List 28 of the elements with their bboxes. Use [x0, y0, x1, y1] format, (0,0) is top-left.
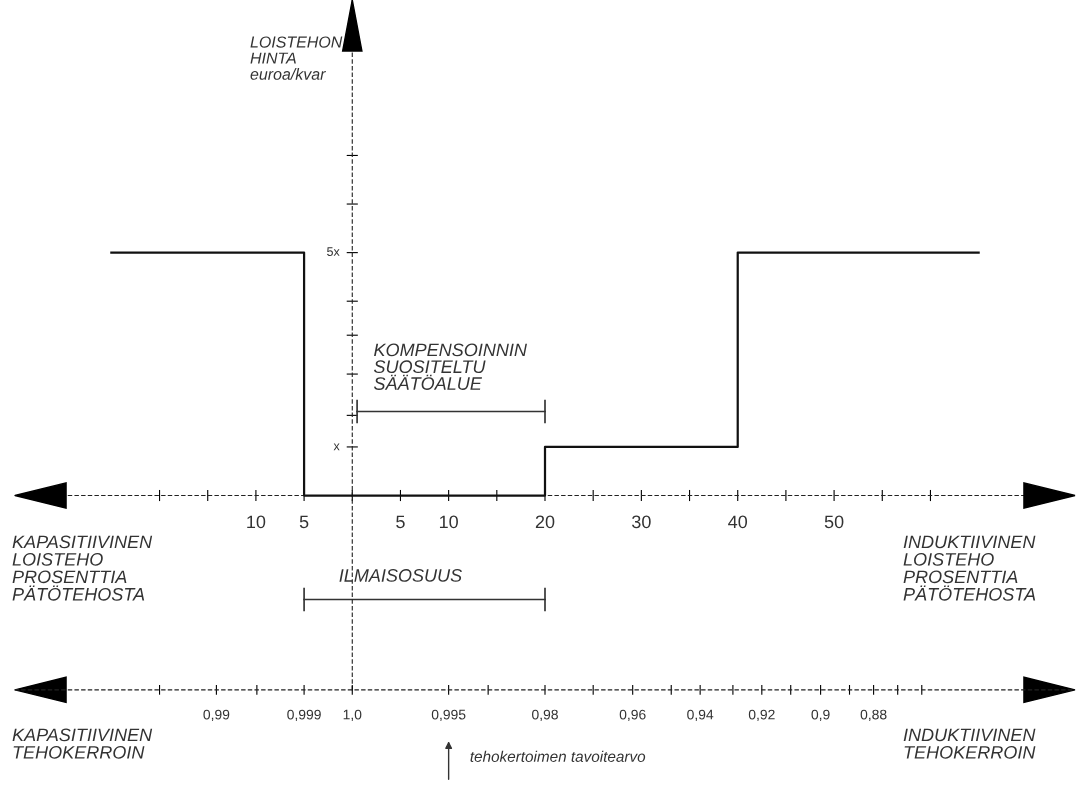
text: 0,995	[431, 709, 466, 722]
text: 0,94	[687, 709, 714, 722]
x-tick-label: 50	[824, 515, 844, 529]
text: KAPASITIIVINEN TEHOKERROIN	[12, 728, 153, 759]
text: 0,88	[860, 709, 887, 722]
x-tick-label: 10	[439, 515, 458, 529]
text: LOISTEHON HINTA euroa/kvar	[250, 36, 343, 80]
text: 1,0	[343, 709, 362, 722]
text: 0,98	[532, 709, 558, 722]
text: KAPASITIIVINEN LOISTEHO PROSENTTIA PÄTÖTEHOSTA	[12, 535, 153, 601]
text: 0,99	[203, 709, 230, 722]
annotation: KOMPENSOINNIN SUOSITELTU SÄÄTÖALUE	[373, 343, 527, 390]
text: INDUKTIIVINEN LOISTEHO PROSENTTIA PÄTÖTEHOSTA	[903, 535, 1036, 601]
text: 0,9	[811, 709, 830, 722]
text: 0,999	[287, 709, 321, 722]
x-tick-label: 5	[299, 515, 309, 529]
x-tick-label: 40	[728, 515, 748, 529]
text: 0,92	[748, 709, 775, 722]
x-tick-label: 20	[535, 515, 555, 529]
x-tick-label: 30	[632, 515, 651, 529]
text: 0,96	[619, 709, 646, 722]
x-tick-label: 10	[247, 515, 266, 529]
annotation: 5x	[327, 247, 340, 256]
annotation: x	[333, 443, 340, 451]
text: tehokertoimen tavoitearvo	[470, 750, 646, 762]
x-tick-label: 5	[396, 515, 405, 529]
text: INDUKTIIVINEN TEHOKERROIN	[903, 728, 1036, 759]
text: ILMAISOSUUS	[339, 569, 462, 582]
